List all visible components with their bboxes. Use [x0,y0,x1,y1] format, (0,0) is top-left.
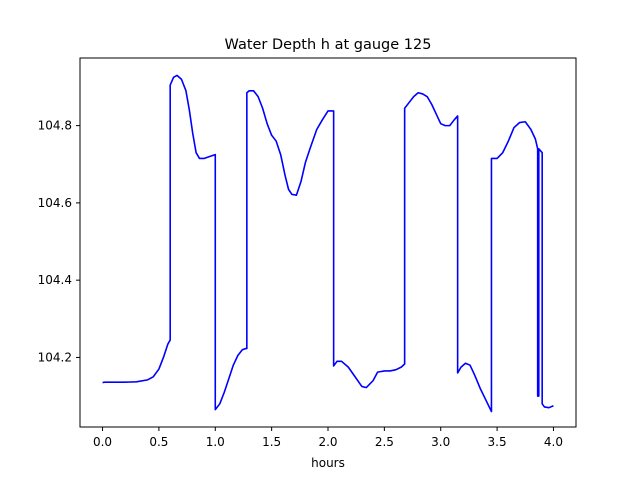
x-tick-label: 1.0 [206,435,225,449]
y-tick-label: 104.6 [38,196,72,210]
chart-title: Water Depth h at gauge 125 [225,37,432,53]
y-axis: 104.2 104.4 104.6 104.8 [38,119,80,364]
plot-area: 0.0 0.5 1.0 1.5 2.0 2.5 3.0 3.5 4.0 104.2104.410… [38,57,577,449]
x-tick-label: 2.0 [318,435,337,449]
x-tick-label: 4.0 [544,435,563,449]
x-tick-label: 0.5 [149,435,168,449]
x-tick-label: 0.0 [93,435,112,449]
y-tick-label: 104.2 [38,350,72,364]
x-axis-label: hours [311,456,345,470]
x-tick-label: 3.0 [431,435,450,449]
x-tick-label: 1.5 [262,435,281,449]
x-tick-label: 2.5 [375,435,394,449]
series-line [102,74,554,413]
x-tick-label: 3.5 [488,435,507,449]
y-tick-label: 104.4 [38,273,72,287]
y-tick-label: 104.8 [38,119,72,133]
x-axis: 0.0 0.5 1.0 1.5 2.0 2.5 3.0 3.5 4.0 [93,427,563,449]
series-layer [102,74,554,413]
